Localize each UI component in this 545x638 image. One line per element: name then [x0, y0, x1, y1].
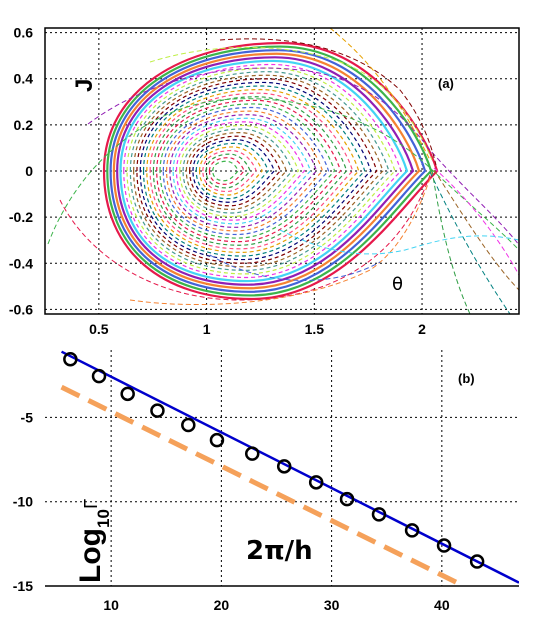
panel-b-dashed-line: [60, 384, 465, 586]
panel-a-open-orbit: [129, 171, 433, 306]
panel-a-orbit: [195, 142, 269, 200]
panel-a-orbit: [133, 74, 384, 268]
panel-a-open-orbit: [209, 254, 381, 281]
panel-a-orbit: [126, 67, 396, 275]
panel-b-data-point: [404, 523, 420, 538]
panel-a-orbit: [109, 49, 427, 293]
panel-a-orbit: [146, 88, 360, 254]
panel-a-orbit: [129, 71, 390, 271]
panel-a-x-axis-label: θ: [392, 274, 403, 295]
panel-a-orbit: [136, 78, 378, 264]
panel-a-orbit: [212, 160, 239, 182]
panel-b-data-point: [91, 368, 107, 384]
panel-b-data-point: [120, 386, 135, 402]
panel-b-y-tick-label: -10: [13, 494, 33, 510]
panel-a-open-orbit: [433, 169, 519, 291]
panel-a-orbit: [106, 45, 433, 297]
panel-a-y-axis-label: J: [71, 79, 98, 92]
panel-a-x-tick-label: 1: [203, 321, 211, 337]
panel-a-open-orbit: [59, 174, 431, 301]
panel-a-open-orbit: [279, 229, 519, 255]
panel-a-open-orbit: [47, 98, 519, 251]
panel-b-data-point: [469, 554, 485, 569]
panel-a-orbit: [156, 99, 342, 243]
panel-b-data-point: [209, 432, 225, 448]
panel-b-data-point: [150, 403, 165, 418]
panel-b-y-label-sub: 10: [94, 509, 113, 528]
panel-a-orbit: [123, 63, 402, 279]
panel-a-open-orbit: [329, 28, 431, 161]
panel-b-x-tick-label: 30: [324, 597, 340, 613]
panel-b-y-axis-label: Log10Γ: [74, 499, 113, 583]
panel-a-open-orbit: [429, 171, 511, 314]
panel-b-y-tick-label: -5: [21, 409, 34, 425]
panel-a-phase-plot: 0.5 1 1.5 2 0.6 0.4 0.2 0 -0.2 -0.4 -0.6 J θ (a): [9, 25, 520, 337]
panel-a-orbit: [119, 59, 409, 283]
panel-b-decay-plot: 10 20 30 40-5-10-15 (b) 2π/h Log10Γ: [13, 350, 519, 613]
panel-b-y-label-main: Log: [74, 528, 107, 583]
panel-a-orbit: [175, 121, 306, 221]
panel-a-orbit: [169, 114, 318, 228]
panel-a-open-orbit: [431, 169, 471, 314]
panel-a-tick-labels: 0.5 1 1.5 2 0.6 0.4 0.2 0 -0.2 -0.4 -0.6: [9, 25, 426, 337]
panel-b-y-label-tail: Γ: [81, 499, 102, 509]
panel-b-data-point: [308, 475, 324, 490]
panel-a-orbit: [182, 128, 294, 214]
panel-a-orbit: [116, 56, 415, 286]
panel-a-y-tick-label: -0.6: [9, 301, 33, 317]
panel-a-orbit: [172, 117, 312, 225]
panel-a-x-tick-label: 2: [418, 321, 426, 337]
panel-b-data-point: [436, 538, 452, 553]
panel-b-x-tick-label: 20: [214, 597, 230, 613]
panel-a-y-tick-label: 0.4: [14, 71, 34, 87]
panel-a-y-tick-label: 0.2: [14, 117, 34, 133]
panel-a-orbit: [142, 85, 366, 257]
panel-b-y-tick-label: -15: [13, 578, 33, 594]
panel-a-orbit: [159, 103, 336, 239]
panel-a-open-orbit: [87, 67, 519, 246]
panel-a-orbit: [192, 139, 275, 203]
panel-b-data-point: [181, 417, 196, 433]
panel-a-orbit: [202, 149, 257, 193]
panel-b-data-point: [339, 491, 355, 507]
panel-b-x-tick-label: 10: [103, 597, 119, 613]
panel-b-data-point: [276, 459, 292, 474]
panel-a-orbit: [208, 157, 245, 185]
panel-a-orbit: [179, 124, 300, 218]
panel-a-open-orbit: [219, 38, 437, 166]
panel-a-orbit: [205, 153, 251, 189]
panel-a-frame: [44, 27, 520, 315]
panel-a-orbits: [47, 28, 519, 314]
panel-b-grid: [45, 350, 519, 586]
panel-b-x-tick-label: 40: [434, 597, 450, 613]
panel-a-x-tick-label: 1.5: [305, 321, 325, 337]
panel-b-data-point: [63, 352, 78, 367]
panel-a-orbit: [112, 52, 421, 290]
panel-a-y-tick-label: 0: [25, 163, 33, 179]
panel-a-orbit: [139, 81, 372, 261]
panel-a-label: (a): [438, 76, 454, 91]
panel-a-y-tick-label: 0.6: [14, 25, 34, 41]
panel-b-label: (b): [458, 371, 475, 386]
panel-a-y-tick-label: -0.4: [9, 255, 33, 271]
panel-a-open-orbit: [433, 167, 519, 276]
panel-b-tick-labels: 10 20 30 40 -5 -10 -15: [13, 409, 450, 613]
panel-a-x-tick-label: 0.5: [89, 321, 109, 337]
panel-b-series: [60, 350, 519, 586]
panel-a-orbit: [198, 146, 263, 196]
panel-b-data-point: [244, 446, 260, 461]
panel-b-x-axis-label: 2π/h: [246, 536, 313, 566]
panel-a-grid: [45, 28, 519, 314]
panel-a-orbit: [185, 131, 287, 211]
panel-a-orbit: [189, 135, 281, 207]
panel-a-y-tick-label: -0.2: [9, 209, 33, 225]
panel-b-data-point: [371, 507, 387, 522]
panel-a-orbit: [162, 106, 330, 236]
